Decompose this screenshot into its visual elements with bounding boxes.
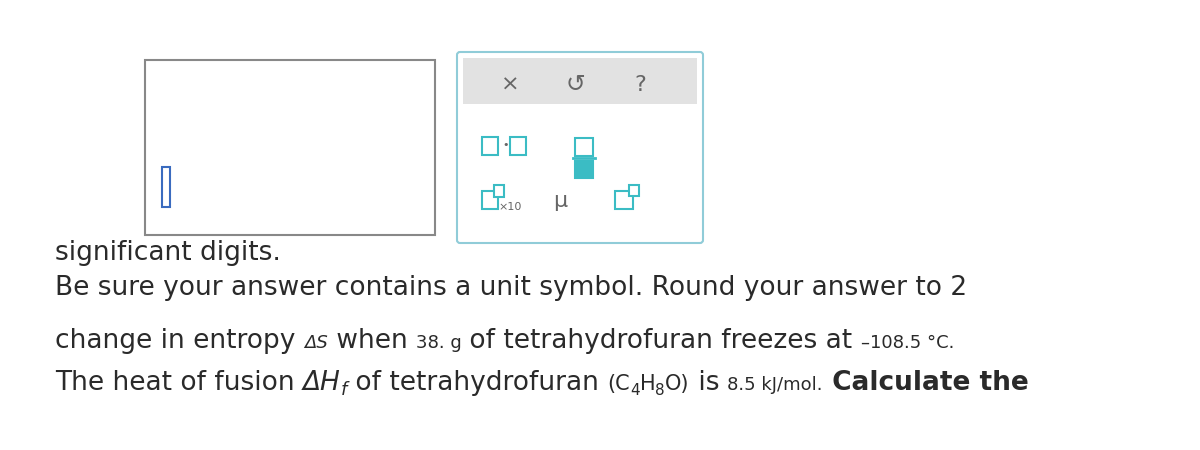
Bar <box>494 185 504 197</box>
Bar <box>575 138 593 156</box>
FancyBboxPatch shape <box>457 52 703 243</box>
Bar <box>162 167 170 207</box>
Text: f: f <box>341 381 347 399</box>
Text: 38. g: 38. g <box>415 334 461 352</box>
Bar <box>616 191 634 209</box>
Text: of tetrahydrofuran freezes at: of tetrahydrofuran freezes at <box>461 328 860 354</box>
Text: ΔH: ΔH <box>302 370 341 396</box>
Text: 4: 4 <box>630 383 640 398</box>
Bar <box>482 137 498 155</box>
Bar <box>463 58 697 104</box>
Text: H: H <box>640 374 655 394</box>
Bar <box>575 161 593 178</box>
Text: (C: (C <box>607 374 630 394</box>
Bar <box>629 185 640 196</box>
Text: •: • <box>502 140 509 150</box>
Text: ×: × <box>500 75 520 95</box>
Bar <box>145 60 436 235</box>
Text: significant digits.: significant digits. <box>55 240 281 266</box>
Text: 8.5 kJ/mol.: 8.5 kJ/mol. <box>727 376 823 394</box>
Text: ?: ? <box>634 75 646 95</box>
Bar <box>510 137 526 155</box>
Text: ΔS: ΔS <box>304 334 328 352</box>
Text: μ: μ <box>553 191 568 211</box>
Text: ×10: ×10 <box>498 202 521 212</box>
Text: ↺: ↺ <box>565 72 584 96</box>
Bar <box>482 191 498 209</box>
Text: The heat of fusion: The heat of fusion <box>55 370 302 396</box>
Text: Be sure your answer contains a unit symbol. Round your answer to 2: Be sure your answer contains a unit symb… <box>55 275 967 301</box>
Text: change in entropy: change in entropy <box>55 328 304 354</box>
Text: when: when <box>328 328 415 354</box>
Text: 8: 8 <box>655 383 665 398</box>
Text: of tetrahydrofuran: of tetrahydrofuran <box>347 370 607 396</box>
Text: Calculate the: Calculate the <box>823 370 1028 396</box>
Text: O): O) <box>665 374 690 394</box>
Text: is: is <box>690 370 727 396</box>
Text: –108.5 °C.: –108.5 °C. <box>860 334 954 352</box>
Bar <box>463 107 697 237</box>
